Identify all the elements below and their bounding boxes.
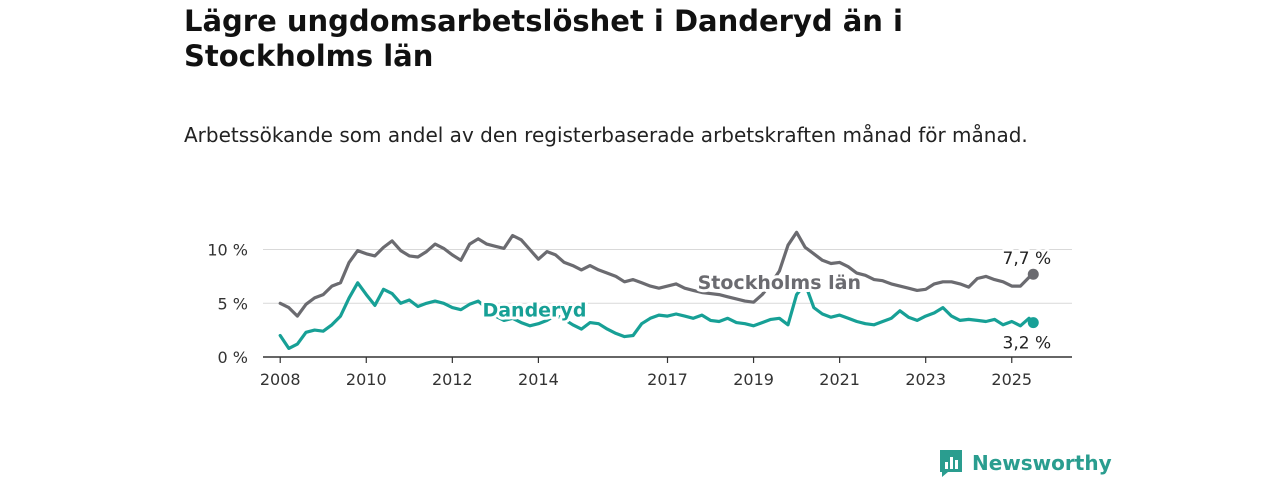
series-name-label: Danderyd bbox=[482, 300, 586, 322]
newsworthy-logo-icon bbox=[940, 450, 962, 477]
x-tick-label: 2017 bbox=[647, 370, 688, 389]
logo-text: Newsworthy bbox=[972, 451, 1112, 475]
series-line-1 bbox=[278, 281, 1035, 350]
chart-subtitle: Arbetssökande som andel av den registerb… bbox=[184, 123, 1028, 147]
newsworthy-logo: Newsworthy bbox=[938, 448, 1112, 478]
y-tick-label: 0 % bbox=[218, 348, 248, 367]
y-tick-label: 10 % bbox=[207, 241, 248, 260]
end-value-label: 3,2 % bbox=[1003, 334, 1052, 354]
chart-title: Lägre ungdomsarbetslöshet i Danderyd än … bbox=[184, 4, 903, 73]
gridlines bbox=[263, 249, 1072, 304]
x-tick-label: 2021 bbox=[819, 370, 860, 389]
x-tick-label: 2012 bbox=[432, 370, 473, 389]
y-tick-label: 5 % bbox=[218, 294, 248, 313]
end-value-label: 7,7 % bbox=[1003, 249, 1052, 269]
labels: Stockholms län Danderyd 7,7 % 3,2 % bbox=[479, 247, 1053, 356]
x-tick-label: 2019 bbox=[733, 370, 774, 389]
x-tick-label: 2025 bbox=[991, 370, 1032, 389]
x-tick-label: 2014 bbox=[518, 370, 559, 389]
x-tick-label: 2010 bbox=[346, 370, 387, 389]
series-name-label: Stockholms län bbox=[698, 272, 861, 294]
series bbox=[278, 230, 1039, 350]
series-line-0 bbox=[278, 230, 1035, 318]
x-tick-label: 2008 bbox=[260, 370, 301, 389]
series-end-point bbox=[1027, 317, 1039, 329]
series-end-point bbox=[1027, 268, 1039, 280]
x-tick-label: 2023 bbox=[905, 370, 946, 389]
axes: 0 % 5 % 10 % 2008 2010 2012 2014 2017 2019 2021 20… bbox=[207, 241, 1072, 389]
